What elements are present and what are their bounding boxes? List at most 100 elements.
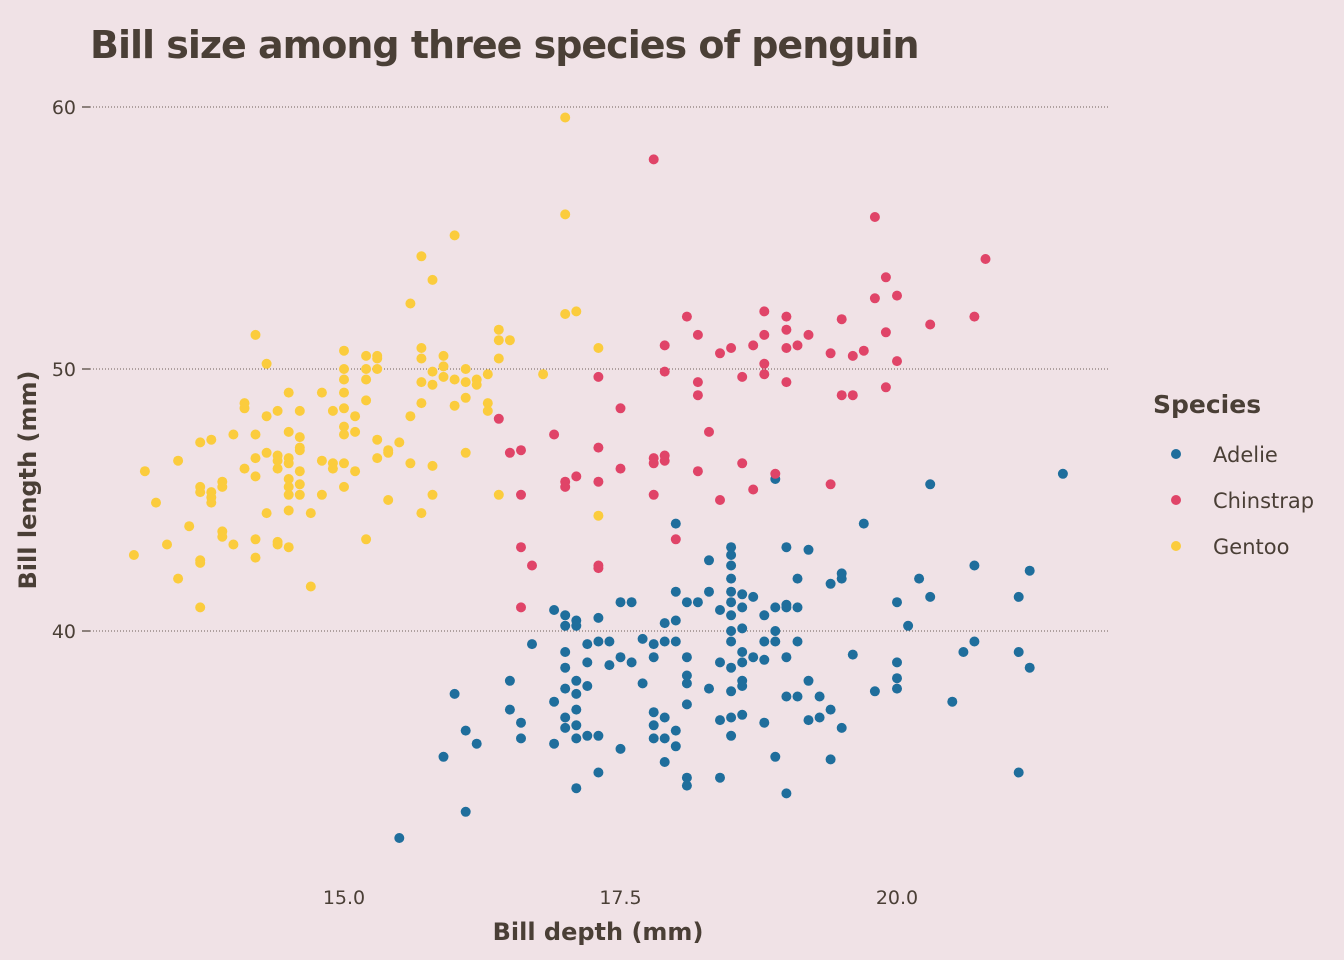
- data-point: [825, 578, 836, 589]
- data-point: [726, 686, 737, 697]
- data-point: [316, 387, 327, 398]
- data-point: [880, 272, 891, 283]
- data-point: [759, 329, 770, 340]
- data-point: [825, 704, 836, 715]
- data-point: [493, 489, 504, 500]
- data-point: [615, 403, 626, 414]
- data-point: [847, 390, 858, 401]
- data-point: [737, 647, 748, 657]
- y-axis: 40 50 60: [52, 97, 90, 643]
- data-point: [770, 468, 781, 479]
- data-point: [316, 489, 327, 500]
- data-point: [460, 447, 471, 458]
- data-point: [294, 405, 305, 416]
- data-point: [681, 670, 692, 681]
- data-point: [549, 605, 560, 615]
- data-point: [659, 455, 670, 466]
- data-point: [681, 311, 692, 322]
- data-point: [504, 675, 515, 686]
- data-point: [339, 429, 349, 440]
- data-point: [670, 615, 681, 626]
- data-point: [339, 403, 349, 414]
- data-point: [969, 560, 980, 571]
- data-point: [560, 476, 571, 487]
- data-point: [659, 712, 670, 723]
- data-point: [858, 345, 869, 356]
- data-point: [593, 730, 604, 741]
- data-point: [272, 455, 283, 466]
- data-point: [339, 458, 349, 469]
- data-point: [670, 518, 681, 529]
- data-point: [460, 806, 471, 817]
- data-point: [659, 618, 670, 629]
- data-point: [438, 751, 449, 762]
- data-point: [294, 466, 305, 477]
- data-point: [737, 602, 748, 613]
- data-point: [593, 442, 604, 453]
- data-point: [305, 581, 316, 592]
- data-point: [250, 534, 261, 545]
- data-point: [836, 314, 847, 325]
- data-point: [715, 495, 725, 505]
- legend-key-chinstrap: [1171, 495, 1181, 505]
- data-point: [438, 361, 449, 372]
- data-point: [615, 743, 626, 754]
- data-point: [892, 657, 902, 668]
- data-point: [449, 230, 460, 241]
- data-point: [228, 539, 239, 550]
- data-point: [173, 573, 184, 584]
- data-point: [726, 662, 737, 673]
- data-point: [781, 311, 792, 322]
- data-point: [571, 688, 582, 699]
- data-point: [626, 657, 637, 668]
- data-point: [593, 343, 604, 353]
- data-point: [615, 463, 626, 474]
- data-point: [449, 374, 460, 385]
- data-point: [339, 345, 349, 356]
- data-point: [206, 497, 217, 508]
- data-point: [394, 437, 405, 448]
- data-point: [781, 343, 792, 353]
- data-point: [803, 715, 814, 726]
- data-point: [748, 340, 759, 351]
- data-point: [516, 733, 526, 744]
- data-point: [792, 340, 803, 351]
- chart-title: Bill size among three species of penguin: [90, 23, 919, 67]
- data-point: [858, 518, 869, 529]
- data-point: [239, 398, 250, 409]
- data-point: [272, 463, 283, 474]
- data-point: [372, 353, 383, 364]
- data-point: [892, 673, 902, 684]
- data-point: [405, 411, 416, 422]
- data-point: [261, 358, 272, 369]
- data-point: [903, 620, 914, 631]
- data-point: [560, 722, 571, 733]
- data-point: [250, 471, 261, 482]
- data-point: [681, 597, 692, 608]
- data-point: [195, 487, 206, 498]
- data-point: [504, 447, 515, 458]
- data-point: [261, 411, 272, 422]
- data-point: [339, 421, 349, 432]
- data-point: [892, 290, 902, 301]
- data-point: [1013, 767, 1024, 778]
- data-point: [659, 636, 670, 647]
- data-point: [1013, 647, 1024, 657]
- data-point: [460, 364, 471, 374]
- data-point: [416, 251, 427, 262]
- data-point: [836, 390, 847, 401]
- data-point: [648, 154, 659, 165]
- data-point: [339, 387, 349, 398]
- data-point: [958, 647, 969, 657]
- data-point: [670, 725, 681, 736]
- x-axis: 15.0 17.5 20.0: [323, 887, 918, 909]
- data-point: [759, 306, 770, 317]
- data-point: [582, 681, 593, 691]
- data-point: [759, 636, 770, 647]
- data-point: [350, 466, 361, 477]
- data-point: [527, 560, 537, 571]
- data-point: [372, 364, 383, 374]
- data-point: [648, 707, 659, 718]
- data-point: [1057, 468, 1068, 479]
- data-point: [737, 371, 748, 382]
